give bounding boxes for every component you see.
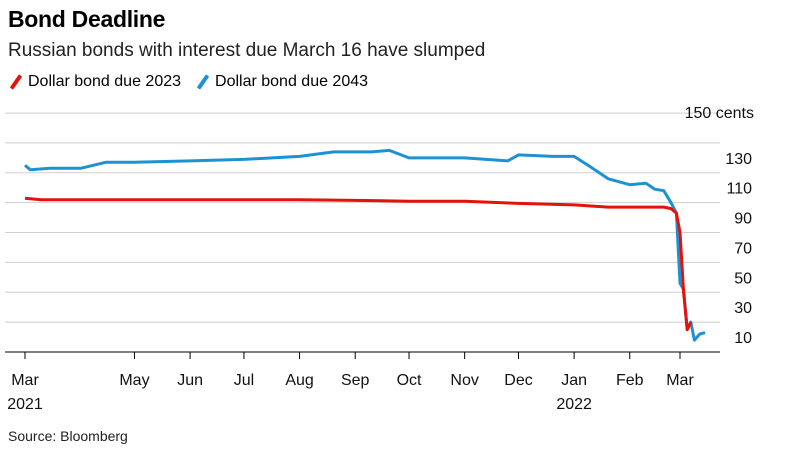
x-tick-label: Sep <box>341 372 370 389</box>
grid-lines <box>5 112 720 353</box>
x-tick-label: Mar <box>11 372 39 389</box>
series-line-2043 <box>24 148 706 342</box>
x-tick-label: Jul <box>234 372 254 389</box>
y-tick-label: 90 <box>734 211 752 228</box>
x-tick-label: Aug <box>285 372 313 389</box>
y-tick-label: 10 <box>734 330 752 347</box>
y-tick-label: 30 <box>734 300 752 317</box>
y-tick-label: 130 <box>725 151 752 168</box>
x-tick-year: 2021 <box>7 396 43 413</box>
y-axis-ticks: 10 30 50 70 90 110 130 <box>725 151 752 347</box>
line-chart: 10 30 50 70 90 110 130 150 cents Mar 2021 May Jun… <box>5 105 754 413</box>
legend-label-2023: Dollar bond due 2023 <box>28 73 182 90</box>
series-lines <box>24 148 706 342</box>
x-tick-label: Oct <box>397 372 422 389</box>
x-tick-label: May <box>119 372 149 389</box>
x-tick-label: Nov <box>450 372 478 389</box>
x-tick-label: Dec <box>504 372 532 389</box>
legend-label-2043: Dollar bond due 2043 <box>215 73 369 90</box>
legend: Dollar bond due 2023 Dollar bond due 204… <box>8 73 382 91</box>
series-line-2023 <box>24 196 693 332</box>
source-note: Source: Bloomberg <box>8 428 128 444</box>
x-tick-year: 2022 <box>556 396 592 413</box>
legend-item-2043: Dollar bond due 2043 <box>195 73 368 91</box>
x-tick-label: Jun <box>177 372 203 389</box>
x-axis-ticks: Mar 2021 May Jun Jul Aug Sep Oct Nov Dec Jan 2022 Fe… <box>7 352 694 413</box>
x-tick-label: Jan <box>561 372 587 389</box>
y-unit-label: 150 cents <box>685 105 754 122</box>
x-tick-label: Feb <box>616 372 644 389</box>
chart-title: Bond Deadline <box>8 6 166 32</box>
y-tick-label: 110 <box>726 181 752 198</box>
y-tick-label: 70 <box>734 240 752 257</box>
chart-subtitle: Russian bonds with interest due March 16… <box>8 40 486 61</box>
x-tick-label: Mar <box>666 372 694 389</box>
y-tick-label: 50 <box>734 270 752 287</box>
legend-item-2023: Dollar bond due 2023 <box>8 73 181 91</box>
